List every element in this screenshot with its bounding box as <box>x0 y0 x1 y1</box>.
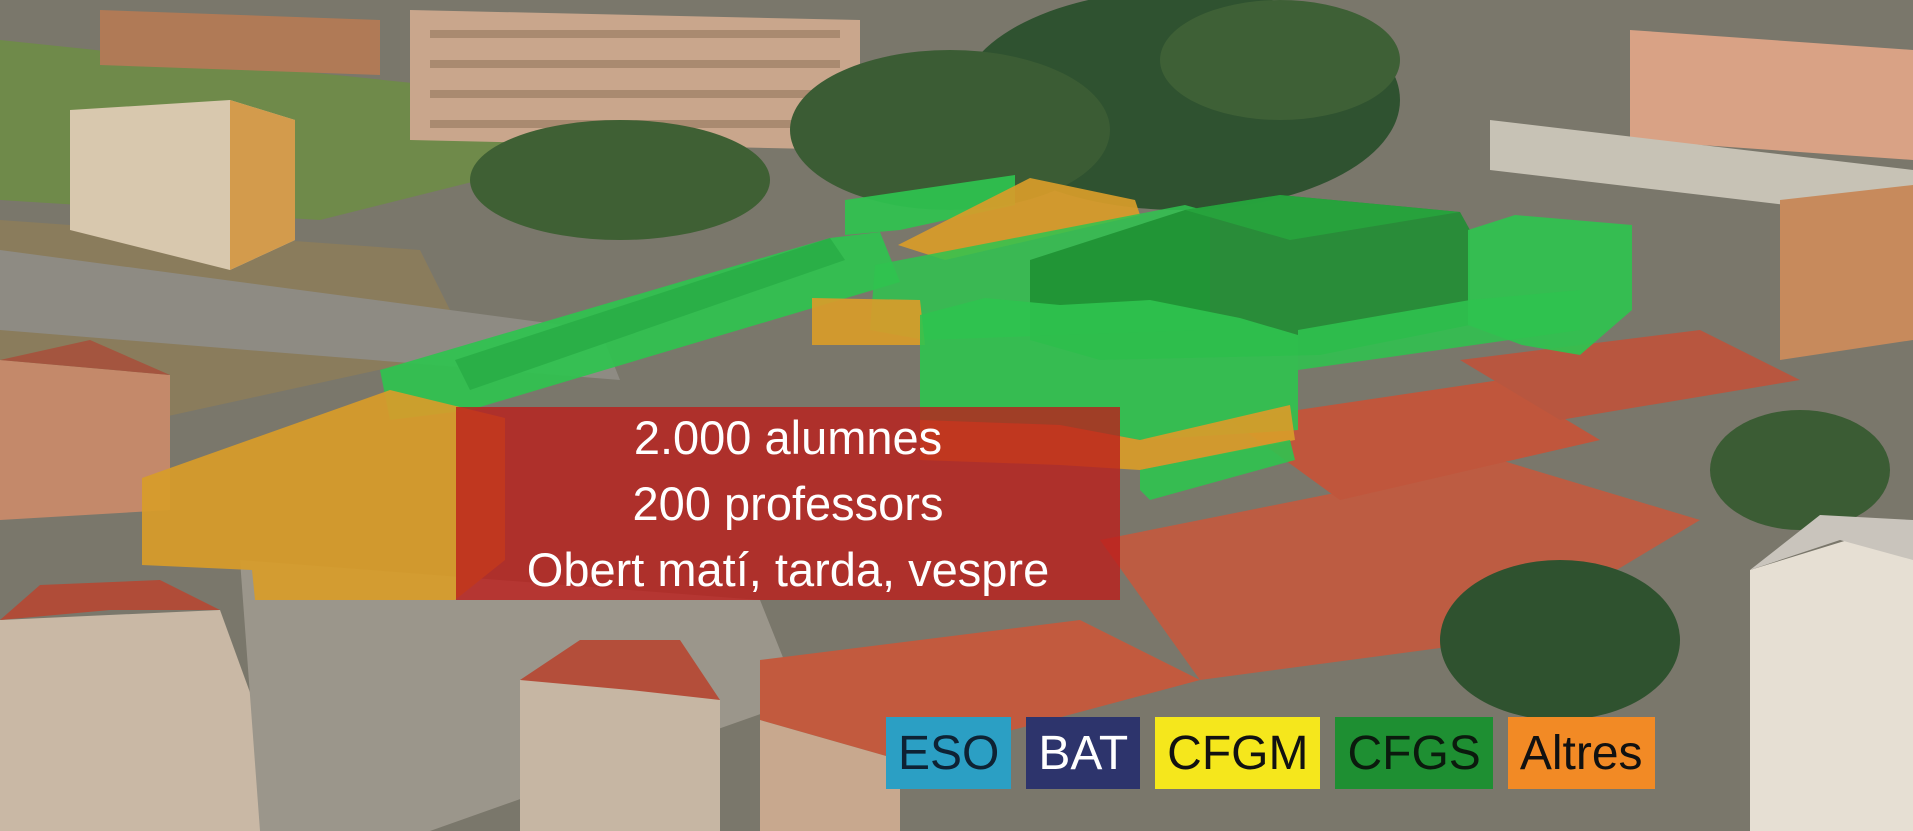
legend-label-altres: Altres <box>1519 726 1643 780</box>
house-bottom <box>520 650 720 831</box>
legend-label-cfgm: CFGM <box>1167 726 1309 780</box>
overlay-orange-step <box>812 298 925 345</box>
building-top-left <box>100 10 380 75</box>
legend-label-eso: ESO <box>898 726 1000 780</box>
legend: ESO BAT CFGM CFGS Altres <box>886 717 1655 789</box>
roof-bottom-center <box>760 620 1200 760</box>
apartment-block <box>410 10 860 150</box>
overlay-green-top-block <box>845 175 1015 235</box>
school-stats-box: 2.000 alumnes 200 professors Obert matí,… <box>456 407 1120 600</box>
legend-item-eso: ESO <box>886 717 1012 789</box>
legend-label-cfgs: CFGS <box>1347 726 1481 780</box>
legend-item-altres: Altres <box>1507 717 1655 789</box>
legend-item-cfgs: CFGS <box>1335 717 1493 789</box>
legend-item-cfgm: CFGM <box>1155 717 1321 789</box>
house-left <box>0 360 170 520</box>
building-bottom-center <box>760 720 900 831</box>
building-top-right <box>1630 30 1913 160</box>
opening-hours-text: Obert matí, tarda, vespre <box>526 542 1050 596</box>
building-right-brick <box>1780 185 1913 360</box>
legend-item-bat: BAT <box>1026 717 1141 789</box>
teacher-count-text: 200 professors <box>632 476 944 530</box>
overlay-green-front-block <box>920 298 1298 440</box>
trees-bottom <box>1440 560 1680 720</box>
building-white-right <box>1750 520 1913 831</box>
roofs-bottom-right <box>1100 460 1700 680</box>
overlay-orange-roof <box>898 178 1140 260</box>
overlay-orange-left-block <box>142 390 505 600</box>
student-count-text: 2.000 alumnes <box>633 410 943 464</box>
legend-label-bat: BAT <box>1038 726 1129 780</box>
wall-right <box>1490 120 1913 220</box>
building-bottom-left <box>0 610 260 831</box>
